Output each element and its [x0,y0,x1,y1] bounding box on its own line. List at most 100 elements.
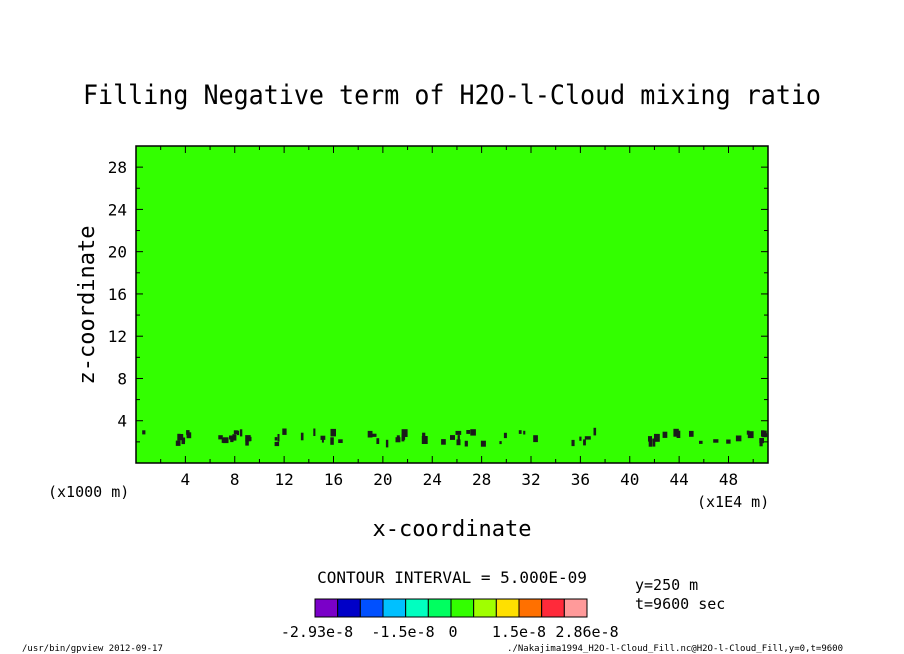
contour-mark [236,430,240,436]
y-tick-label: 28 [108,158,127,177]
footer-right: ./Nakajima1994_H2O-l-Cloud_Fill.nc@H2O-l… [507,644,843,654]
x-tick-label: 24 [423,470,442,489]
x-tick-label: 16 [324,470,343,489]
colorbar-label: 2.86e-8 [555,623,618,641]
contour-mark [480,440,486,447]
colorbar-labels: -2.93e-8 -1.5e-8 0 1.5e-8 2.86e-8 [281,623,619,641]
y-tick-label: 12 [108,327,127,346]
y-axis-unit: (x1000 m) [48,483,129,501]
contour-mark [455,430,462,435]
contour-mark [499,441,502,445]
contour-mark [385,439,389,448]
contour-mark [747,431,754,439]
chart-title: Filling Negative term of H2O-l-Cloud mix… [83,80,821,111]
x-tick-label: 20 [373,470,392,489]
contour-mark [277,434,280,442]
y-tick-label: 24 [108,200,127,219]
contour-mark [422,432,426,437]
colorbar-label: -2.93e-8 [281,623,353,641]
colorbar-label: -1.5e-8 [371,623,434,641]
contour-mark [232,434,237,441]
colorbar [314,598,588,618]
contour-mark [699,440,703,444]
colorbar-cell [563,598,588,618]
x-tick-label: 8 [230,470,240,489]
colorbar-cell [337,598,361,618]
contour-mark [320,435,326,440]
contour-mark [518,430,522,434]
contour-mark [142,430,146,435]
contour-mark [178,434,184,441]
y-tick-label: 8 [117,369,127,388]
colorbar-label: 0 [448,623,457,641]
contour-mark [503,432,507,439]
contour-mark [533,435,538,443]
contour-interval-label: CONTOUR INTERVAL = 5.000E-09 [317,568,587,587]
contour-mark [761,430,765,437]
contour-layer [142,427,768,448]
contour-mark [441,439,446,445]
colorbar-cell [450,598,475,618]
contour-mark [233,430,238,435]
y-tick-label: 16 [108,285,127,304]
contour-mark [764,433,768,437]
colorbar-cell [382,598,407,618]
contour-mark [523,430,526,435]
x-tick-label: 28 [472,470,491,489]
y-axis: 4 8 12 16 20 24 28 [108,158,768,443]
contour-mark [457,435,460,442]
contour-mark [245,440,249,446]
x-tick-label: 36 [571,470,590,489]
y-tick-label: 20 [108,243,127,262]
contour-mark [583,439,586,446]
contour-mark [395,437,401,443]
contour-mark [470,429,476,436]
contour-mark [673,428,679,437]
x-tick-label: 32 [521,470,540,489]
contour-mark [282,428,287,435]
contour-mark [218,435,223,440]
contour-mark [321,438,324,443]
contour-mark [450,435,455,440]
contour-mark [175,440,181,446]
x-tick-label: 12 [274,470,293,489]
contour-mark [313,428,316,436]
contour-mark [330,437,334,445]
colorbar-cell [427,598,452,618]
contour-mark [746,430,750,435]
colorbar-cell [541,598,565,618]
contour-mark [182,437,186,442]
x-axis: 4 8 12 16 20 24 28 32 36 40 44 48 [160,146,754,489]
colorbar-cell [518,598,543,618]
info-t: t=9600 sec [635,595,725,613]
contour-mark [689,430,694,437]
x-axis-label: x-coordinate [373,517,532,542]
x-tick-label: 44 [669,470,688,489]
contour-mark [726,439,731,444]
contour-mark [579,436,582,441]
contour-mark [221,437,226,443]
contour-mark [654,433,660,442]
contour-mark [571,439,575,447]
colorbar-cell [473,598,497,618]
contour-mark [421,436,428,444]
contour-mark [662,431,668,438]
x-tick-label: 48 [719,470,738,489]
colorbar-cell [314,598,339,618]
contour-mark [464,440,468,447]
contour-mark [584,436,591,440]
plot-area [136,146,768,463]
contour-mark [648,439,653,447]
y-tick-label: 4 [117,412,127,431]
contour-mark [338,439,343,443]
contour-mark [456,439,461,446]
contour-mark [370,433,377,437]
contour-mark [330,428,336,437]
contour-mark [713,439,719,443]
contour-mark [466,430,471,434]
contour-mark [274,441,280,447]
contour-mark [648,436,652,442]
colorbar-cell [495,598,520,618]
y-axis-label: z-coordinate [75,226,100,385]
